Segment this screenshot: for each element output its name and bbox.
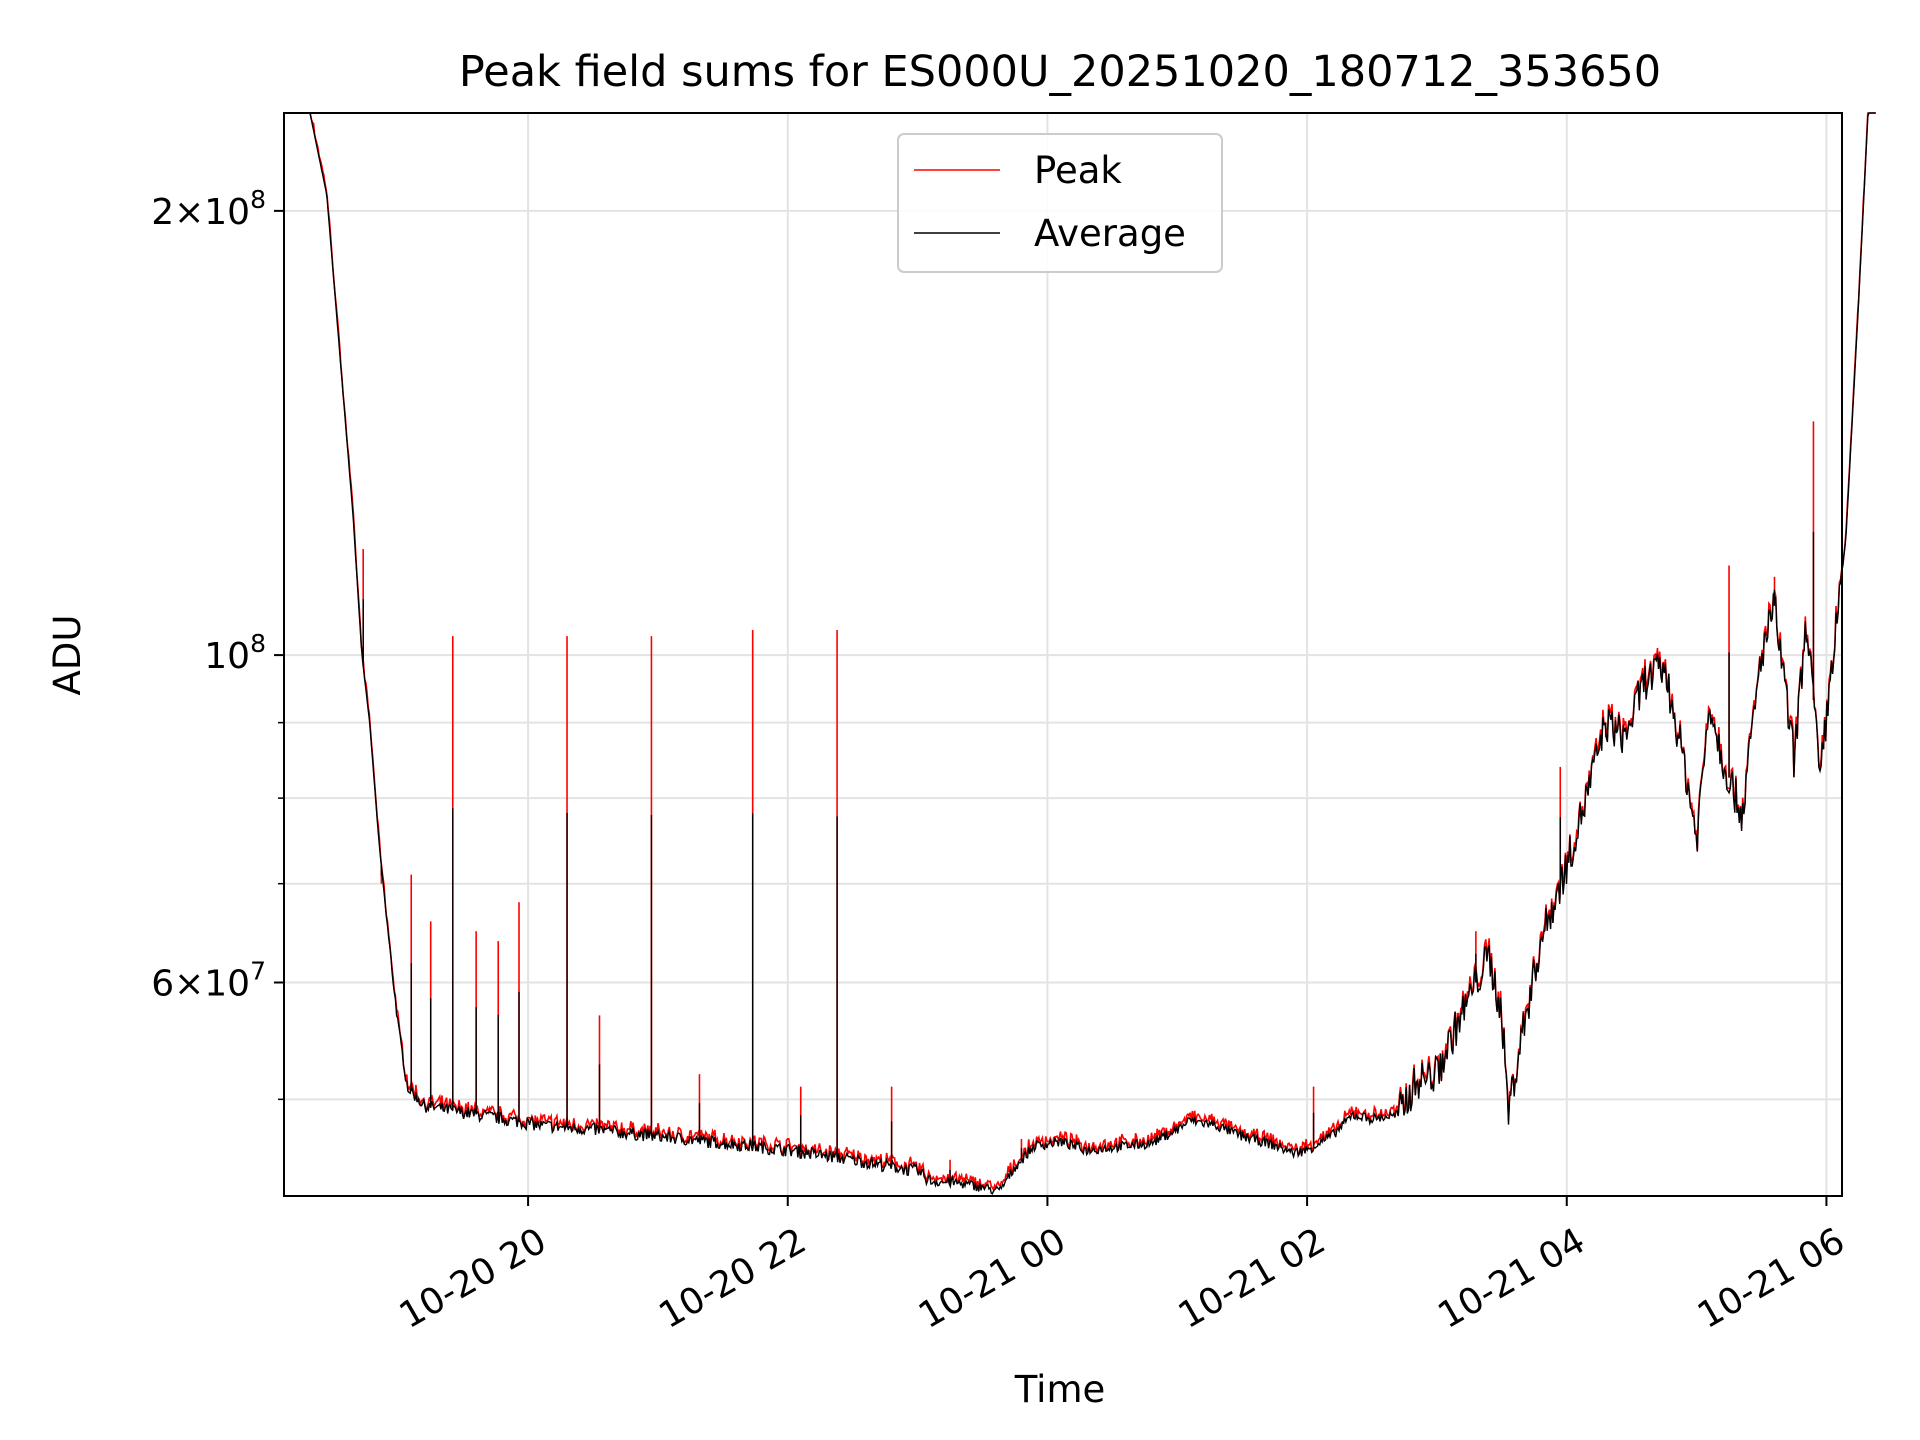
average-series	[284, 112, 1876, 1195]
y-axis-ticks: 2×108 108 6×107	[151, 185, 284, 1101]
y-tick-label: 108	[204, 629, 266, 677]
y-axis-label: ADU	[46, 615, 89, 696]
y-tick-label: 6×107	[151, 956, 266, 1004]
legend: Peak Average	[897, 133, 1223, 273]
y-tick-label: 2×108	[151, 185, 266, 233]
legend-peak-label: Peak	[1034, 149, 1122, 192]
chart-title: Peak field sums for ES000U_20251020_1807…	[459, 47, 1661, 97]
legend-box	[897, 133, 1223, 273]
legend-average-label: Average	[1034, 212, 1186, 255]
average-line	[284, 112, 1876, 1195]
x-axis-label: Time	[1014, 1368, 1106, 1411]
peak-line	[284, 112, 1876, 1192]
grid-lines	[284, 113, 1842, 1196]
series-layer	[284, 112, 1876, 1195]
